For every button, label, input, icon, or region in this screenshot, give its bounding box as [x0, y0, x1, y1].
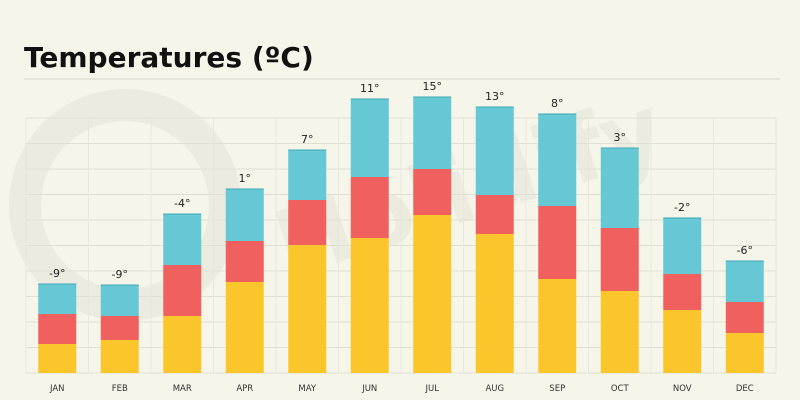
- bar-segment-1: [475, 234, 514, 373]
- value-label: 15°: [423, 80, 443, 93]
- bar-segment-2: [350, 177, 389, 238]
- category-label: JUN: [361, 384, 377, 394]
- bar-segment-3: [475, 107, 514, 195]
- bar-segment-2: [600, 228, 639, 291]
- bar-segment-2: [413, 169, 452, 215]
- value-label: 8°: [551, 97, 564, 110]
- value-label: 7°: [301, 133, 314, 146]
- category-label: NOV: [673, 384, 692, 394]
- bar-segment-3: [413, 97, 452, 169]
- bar-segment-1: [288, 245, 327, 373]
- value-label: -2°: [674, 201, 690, 214]
- bar-segment-1: [163, 316, 202, 373]
- bar-segment-2: [225, 241, 264, 282]
- value-label: -9°: [49, 267, 65, 280]
- category-labels: JAN FEB MAR APR MAY JUN JUL AUG SEP OCT NOV DEC: [49, 384, 754, 394]
- bar-segment-1: [38, 344, 77, 373]
- bar-segment-1: [100, 340, 139, 373]
- bars: [38, 96, 764, 373]
- category-label: SEP: [549, 384, 565, 394]
- bar-segment-3: [163, 214, 202, 265]
- category-label: FEB: [112, 384, 128, 394]
- value-label: -4°: [174, 197, 190, 210]
- value-label: -6°: [737, 244, 753, 257]
- bar-segment-1: [225, 282, 264, 373]
- bar-segment-1: [350, 238, 389, 373]
- bar-segment-3: [538, 114, 577, 206]
- category-label: APR: [236, 384, 253, 394]
- bar-segment-2: [538, 206, 577, 279]
- category-label: JAN: [49, 384, 65, 394]
- bar-segment-2: [38, 314, 77, 344]
- bar-segment-1: [663, 310, 702, 373]
- value-label: 11°: [360, 82, 380, 95]
- bar-segment-1: [538, 279, 577, 373]
- bar-segment-3: [663, 218, 702, 274]
- bar-segment-1: [725, 333, 764, 373]
- category-label: MAY: [298, 384, 316, 394]
- bar-segment-2: [288, 200, 327, 245]
- grid: [25, 117, 777, 374]
- value-labels: -9° -9° -4° 1° 7° 11° 15° 13° 8° 3° -2° -6°: [49, 80, 753, 281]
- bar-segment-3: [600, 148, 639, 228]
- category-label: MAR: [173, 384, 192, 394]
- bar-segment-2: [725, 302, 764, 333]
- chart-title: Temperatures (ºC): [24, 41, 314, 74]
- bar-segment-3: [225, 189, 264, 241]
- bar-segment-3: [725, 261, 764, 302]
- bar-segment-2: [163, 265, 202, 316]
- bar-segment-1: [600, 291, 639, 373]
- category-label: DEC: [736, 384, 754, 394]
- bar-segment-3: [38, 284, 77, 314]
- value-label: 1°: [239, 172, 252, 185]
- value-label: 3°: [614, 131, 627, 144]
- bar-segment-2: [475, 195, 514, 234]
- category-label: OCT: [611, 384, 630, 394]
- bar-segment-2: [100, 316, 139, 340]
- bar-segment-3: [100, 285, 139, 316]
- bar-segment-1: [413, 215, 452, 373]
- category-label: AUG: [485, 384, 504, 394]
- category-label: JUL: [425, 384, 440, 394]
- bar-segment-3: [288, 150, 327, 200]
- value-label: -9°: [112, 268, 128, 281]
- value-label: 13°: [485, 90, 505, 103]
- bar-segment-3: [350, 99, 389, 177]
- bar-segment-2: [663, 274, 702, 310]
